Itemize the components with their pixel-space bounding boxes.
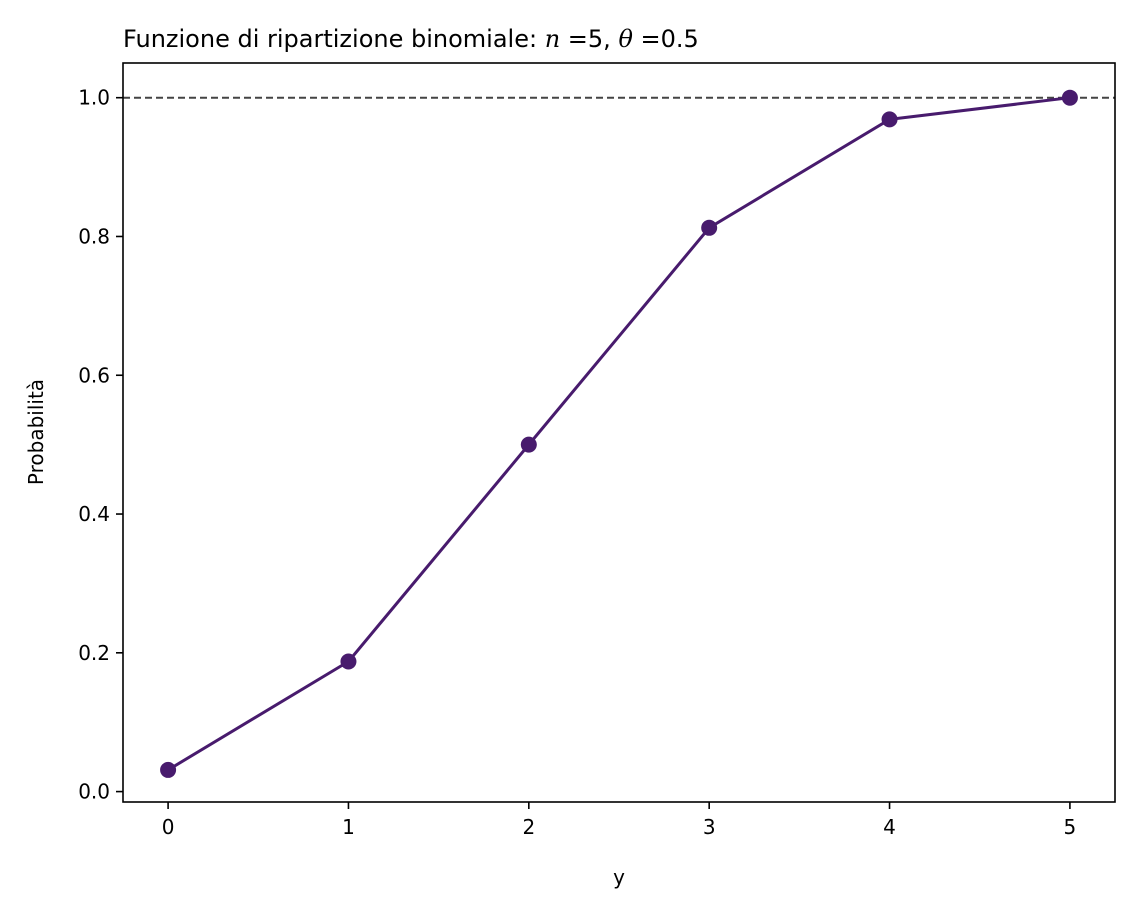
y-tick-label: 0.0 [78,780,110,804]
data-point [520,436,537,453]
title-n-symbol: n [545,25,560,53]
y-tick-label: 1.0 [78,86,110,110]
data-point [340,653,357,670]
data-point [881,111,898,128]
chart-title-text: Funzione di ripartizione binomiale: [123,25,537,53]
title-theta-symbol: θ [618,25,633,53]
y-axis-ticks: 0.0 0.2 0.4 0.6 0.8 1.0 [78,86,123,804]
x-tick-label: 5 [1064,815,1077,839]
title-theta-value: =0.5 [641,25,699,53]
data-point [701,219,718,236]
plot-area [123,89,1115,778]
data-point [1061,89,1078,106]
y-tick-label: 0.2 [78,641,110,665]
y-tick-label: 0.8 [78,224,110,248]
axes-frame [122,62,1116,803]
chart-title: Funzione di ripartizione binomiale: n =5… [123,25,699,53]
x-tick-label: 0 [162,815,175,839]
x-axis-ticks: 0 1 2 3 4 5 [162,802,1077,839]
x-tick-label: 1 [342,815,355,839]
series-line [167,96,1071,772]
x-tick-label: 3 [703,815,716,839]
x-tick-label: 4 [883,815,896,839]
y-axis-label: Probabilità [24,379,48,485]
data-point [160,761,177,778]
title-n-value: =5, [568,25,619,53]
y-tick-label: 0.6 [78,363,110,387]
x-tick-label: 2 [522,815,535,839]
x-axis-label: y [613,865,625,889]
y-tick-label: 0.4 [78,502,110,526]
